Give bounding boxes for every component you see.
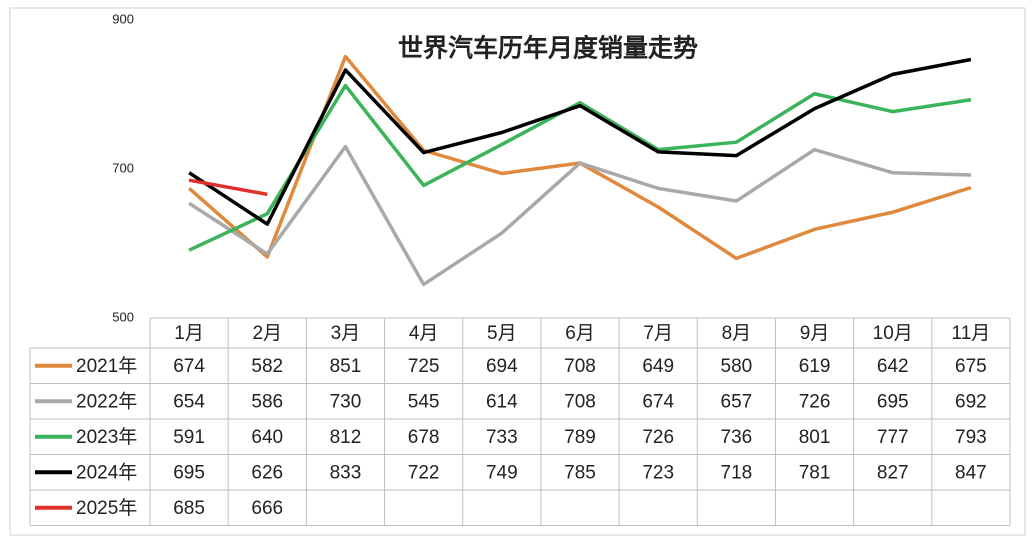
table-value: 777: [877, 427, 909, 448]
table-value: 725: [408, 356, 440, 377]
x-tick-label: 3月: [331, 323, 361, 344]
table-value: 678: [408, 427, 440, 448]
table-value: 851: [330, 356, 362, 377]
table-value: 626: [251, 462, 283, 483]
x-tick-label: 1月: [174, 323, 204, 344]
x-tick-label: 2月: [252, 323, 282, 344]
legend-label: 2025年: [76, 497, 137, 519]
y-tick-label: 700: [112, 160, 134, 175]
table-value: 726: [799, 391, 831, 412]
table-value: 695: [877, 391, 909, 412]
table-value: 812: [330, 427, 362, 448]
table-value: 801: [799, 427, 831, 448]
x-tick-label: 5月: [487, 323, 517, 344]
table-value: 726: [642, 427, 674, 448]
table-value: 675: [955, 356, 987, 377]
x-tick-label: 7月: [643, 323, 673, 344]
table-value: 674: [173, 356, 205, 377]
table-value: 666: [251, 498, 283, 519]
table-value: 723: [642, 462, 674, 483]
table-value: 718: [721, 462, 753, 483]
table-value: 781: [799, 462, 831, 483]
x-tick-label: 4月: [409, 323, 439, 344]
table-value: 685: [173, 498, 205, 519]
table-value: 654: [173, 391, 205, 412]
legend-label: 2024年: [76, 461, 137, 483]
chart-title: 世界汽车历年月度销量走势: [398, 34, 698, 63]
x-tick-label: 8月: [722, 323, 752, 344]
table-value: 730: [330, 391, 362, 412]
legend-label: 2023年: [76, 426, 137, 448]
y-tick-label: 500: [112, 309, 134, 324]
table-value: 614: [486, 391, 518, 412]
table-value: 657: [721, 391, 753, 412]
table-value: 736: [721, 427, 753, 448]
series-line: [188, 144, 971, 287]
table-value: 749: [486, 462, 518, 483]
table-value: 619: [799, 356, 831, 377]
table-value: 580: [721, 356, 753, 377]
table-value: 694: [486, 356, 518, 377]
table-value: 692: [955, 391, 987, 412]
table-value: 785: [564, 462, 596, 483]
table-value: 847: [955, 462, 987, 483]
x-tick-label: 6月: [565, 323, 595, 344]
chart-frame: [9, 7, 1026, 536]
table-value: 674: [642, 391, 674, 412]
legend-label: 2021年: [76, 355, 137, 377]
table-value: 722: [408, 462, 440, 483]
table-value: 591: [173, 427, 205, 448]
table-value: 827: [877, 462, 909, 483]
legend-label: 2022年: [76, 390, 137, 412]
table-value: 793: [955, 427, 987, 448]
x-tick-label: 9月: [800, 323, 830, 344]
table-value: 789: [564, 427, 596, 448]
series-line: [188, 178, 268, 197]
y-tick-label: 900: [112, 11, 134, 26]
table-value: 640: [251, 427, 283, 448]
x-tick-label: 11月: [952, 323, 991, 344]
table-value: 649: [642, 356, 674, 377]
series-line: [188, 57, 972, 226]
table-value: 708: [564, 356, 596, 377]
table-value: 708: [564, 391, 596, 412]
table-value: 733: [486, 427, 518, 448]
table-value: 695: [173, 462, 205, 483]
series-line: [188, 83, 972, 252]
table-value: 545: [408, 391, 440, 412]
table-value: 833: [330, 462, 362, 483]
table-value: 642: [877, 356, 909, 377]
table-value: 586: [251, 391, 283, 412]
table-value: 582: [251, 356, 283, 377]
x-tick-label: 10月: [873, 323, 913, 344]
